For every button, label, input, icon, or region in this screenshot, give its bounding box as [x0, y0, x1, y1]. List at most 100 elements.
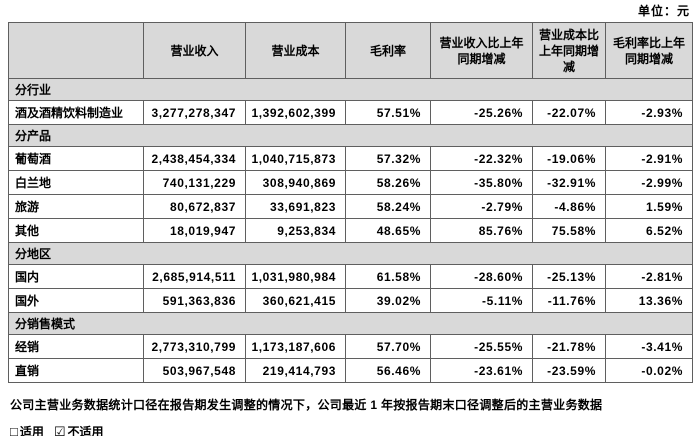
- value-cell: 48.65%: [345, 218, 431, 243]
- value-cell: 6.52%: [605, 218, 693, 243]
- value-cell: 2,773,310,799: [143, 334, 246, 359]
- value-cell: -2.91%: [605, 146, 693, 171]
- header-row: 营业收入 营业成本 毛利率 营业收入比上年同期增减 营业成本比上年同期增减 毛利率比上年同…: [8, 22, 693, 79]
- applicability-line: □ 适用 ☑ 不适用: [10, 423, 692, 436]
- option-applicable: □ 适用: [10, 423, 44, 436]
- value-cell: 1,173,187,606: [245, 334, 346, 359]
- table-row: 经销 2,773,310,799 1,173,187,606 57.70% -25.55…: [8, 334, 693, 359]
- section-title: 分行业: [8, 78, 693, 101]
- value-cell: -4.86%: [532, 194, 606, 219]
- value-cell: -22.32%: [430, 146, 533, 171]
- value-cell: 591,363,836: [143, 288, 246, 313]
- unit-label: 单位：元: [637, 4, 690, 18]
- value-cell: 219,414,793: [245, 358, 346, 383]
- table-body: 分行业 酒及酒精饮料制造业 3,277,278,347 1,392,602,399 57…: [8, 78, 693, 383]
- value-cell: 13.36%: [605, 288, 693, 313]
- adjustment-note: 公司主营业务数据统计口径在报告期发生调整的情况下，公司最近 1 年按报告期末口径…: [10, 398, 603, 412]
- option-not-applicable: ☑ 不适用: [54, 423, 104, 436]
- row-label: 国内: [8, 264, 144, 289]
- value-cell: -5.11%: [430, 288, 533, 313]
- table-row: 酒及酒精饮料制造业 3,277,278,347 1,392,602,399 57.51…: [8, 100, 693, 125]
- table-row: 国外 591,363,836 360,621,415 39.02% -5.11% -11.…: [8, 288, 693, 313]
- row-label: 直销: [8, 358, 144, 383]
- value-cell: -35.80%: [430, 170, 533, 195]
- value-cell: 1,392,602,399: [245, 100, 346, 125]
- row-label: 葡萄酒: [8, 146, 144, 171]
- value-cell: -0.02%: [605, 358, 693, 383]
- value-cell: 740,131,229: [143, 170, 246, 195]
- column-header: 营业成本比上年同期增减: [532, 22, 606, 79]
- value-cell: 308,940,869: [245, 170, 346, 195]
- table-row: 国内 2,685,914,511 1,031,980,984 61.58% -28.60…: [8, 264, 693, 289]
- value-cell: -25.55%: [430, 334, 533, 359]
- value-cell: 57.32%: [345, 146, 431, 171]
- value-cell: -2.79%: [430, 194, 533, 219]
- value-cell: 75.58%: [532, 218, 606, 243]
- value-cell: -11.76%: [532, 288, 606, 313]
- table-row: 葡萄酒 2,438,454,334 1,040,715,873 57.32% -22.3…: [8, 146, 693, 171]
- value-cell: 58.24%: [345, 194, 431, 219]
- column-header: 毛利率: [345, 22, 431, 79]
- column-header: 营业收入: [143, 22, 246, 79]
- column-header: 营业成本: [245, 22, 346, 79]
- value-cell: 18,019,947: [143, 218, 246, 243]
- value-cell: -23.59%: [532, 358, 606, 383]
- value-cell: -19.06%: [532, 146, 606, 171]
- table-row: 旅游 80,672,837 33,691,823 58.24% -2.79% -4.86%…: [8, 194, 693, 219]
- value-cell: 1.59%: [605, 194, 693, 219]
- value-cell: -2.93%: [605, 100, 693, 125]
- row-label: 旅游: [8, 194, 144, 219]
- column-header: 毛利率比上年同期增减: [605, 22, 693, 79]
- value-cell: 360,621,415: [245, 288, 346, 313]
- checkbox-unchecked-icon: □: [10, 424, 18, 436]
- value-cell: 57.51%: [345, 100, 431, 125]
- table-row: 白兰地 740,131,229 308,940,869 58.26% -35.80% -3…: [8, 170, 693, 195]
- table-row: 其他 18,019,947 9,253,834 48.65% 85.76% 75.58% 6…: [8, 218, 693, 243]
- value-cell: -22.07%: [532, 100, 606, 125]
- value-cell: 1,031,980,984: [245, 264, 346, 289]
- row-label: 白兰地: [8, 170, 144, 195]
- table-header: 营业收入 营业成本 毛利率 营业收入比上年同期增减 营业成本比上年同期增减 毛利率比上年同…: [8, 22, 693, 79]
- checkbox-checked-icon: ☑: [53, 423, 66, 436]
- value-cell: 56.46%: [345, 358, 431, 383]
- value-cell: 85.76%: [430, 218, 533, 243]
- value-cell: -21.78%: [532, 334, 606, 359]
- table-row: 直销 503,967,548 219,414,793 56.46% -23.61% -23…: [8, 358, 693, 383]
- value-cell: -3.41%: [605, 334, 693, 359]
- value-cell: 33,691,823: [245, 194, 346, 219]
- value-cell: -25.26%: [430, 100, 533, 125]
- section-title: 分产品: [8, 124, 693, 147]
- value-cell: 57.70%: [345, 334, 431, 359]
- value-cell: -32.91%: [532, 170, 606, 195]
- value-cell: 58.26%: [345, 170, 431, 195]
- value-cell: 3,277,278,347: [143, 100, 246, 125]
- option-applicable-label: 适用: [19, 425, 44, 436]
- row-label: 经销: [8, 334, 144, 359]
- section-row: 分行业: [8, 78, 693, 101]
- value-cell: 80,672,837: [143, 194, 246, 219]
- value-cell: -25.13%: [532, 264, 606, 289]
- value-cell: 61.58%: [345, 264, 431, 289]
- row-label: 国外: [8, 288, 144, 313]
- main-business-table: 营业收入 营业成本 毛利率 营业收入比上年同期增减 营业成本比上年同期增减 毛利率比上年同…: [8, 22, 693, 383]
- section-title: 分地区: [8, 242, 693, 265]
- row-label: 酒及酒精饮料制造业: [8, 100, 144, 125]
- section-row: 分销售模式: [8, 312, 693, 335]
- section-title: 分销售模式: [8, 312, 693, 335]
- value-cell: 39.02%: [345, 288, 431, 313]
- value-cell: -2.81%: [605, 264, 693, 289]
- section-row: 分产品: [8, 124, 693, 147]
- value-cell: -23.61%: [430, 358, 533, 383]
- value-cell: -2.99%: [605, 170, 693, 195]
- option-not-applicable-label: 不适用: [67, 425, 104, 436]
- column-header: 营业收入比上年同期增减: [430, 22, 533, 79]
- value-cell: 2,438,454,334: [143, 146, 246, 171]
- value-cell: 9,253,834: [245, 218, 346, 243]
- section-row: 分地区: [8, 242, 693, 265]
- value-cell: 1,040,715,873: [245, 146, 346, 171]
- row-label: 其他: [8, 218, 144, 243]
- value-cell: -28.60%: [430, 264, 533, 289]
- value-cell: 2,685,914,511: [143, 264, 246, 289]
- row-label-column-header: [8, 22, 144, 79]
